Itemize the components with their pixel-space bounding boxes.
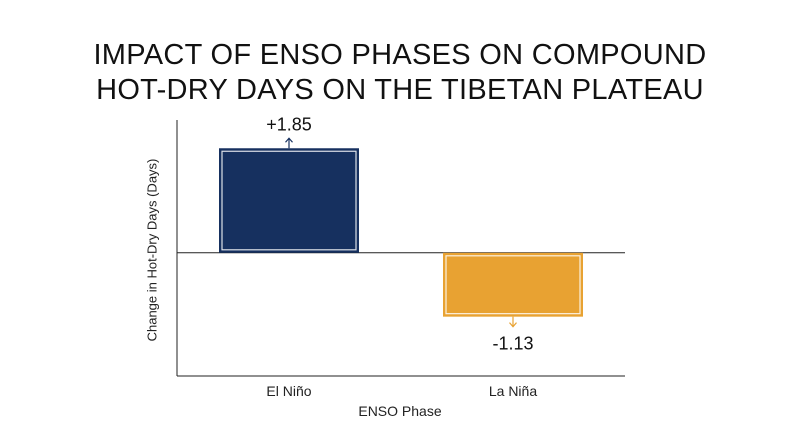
y-axis-label: Change in Hot-Dry Days (Days) (144, 158, 160, 342)
chart-title-line-1: IMPACT OF ENSO PHASES ON COMPOUND (93, 39, 707, 71)
bar-el-ni-o-inner-border (221, 150, 357, 251)
bar-la-ni-a (443, 252, 583, 317)
bar-el-ni-o-arrow-head (285, 137, 293, 143)
x-tick-label-1: La Niña (489, 383, 537, 399)
bar-la-ni-a-arrow-head (509, 322, 517, 328)
bar-la-ni-a-value-label: -1.13 (492, 334, 533, 354)
x-axis-label: ENSO Phase (358, 403, 442, 419)
bar-el-ni-o (219, 148, 359, 253)
chart-title: IMPACT OF ENSO PHASES ON COMPOUND HOT-DR… (0, 38, 800, 108)
bar-la-ni-a-inner-border (445, 255, 581, 315)
x-tick-label-0: El Niño (266, 383, 311, 399)
chart-title-line-2: HOT-DRY DAYS ON THE TIBETAN PLATEAU (96, 74, 704, 106)
bar-el-ni-o-value-label: +1.85 (266, 114, 312, 134)
